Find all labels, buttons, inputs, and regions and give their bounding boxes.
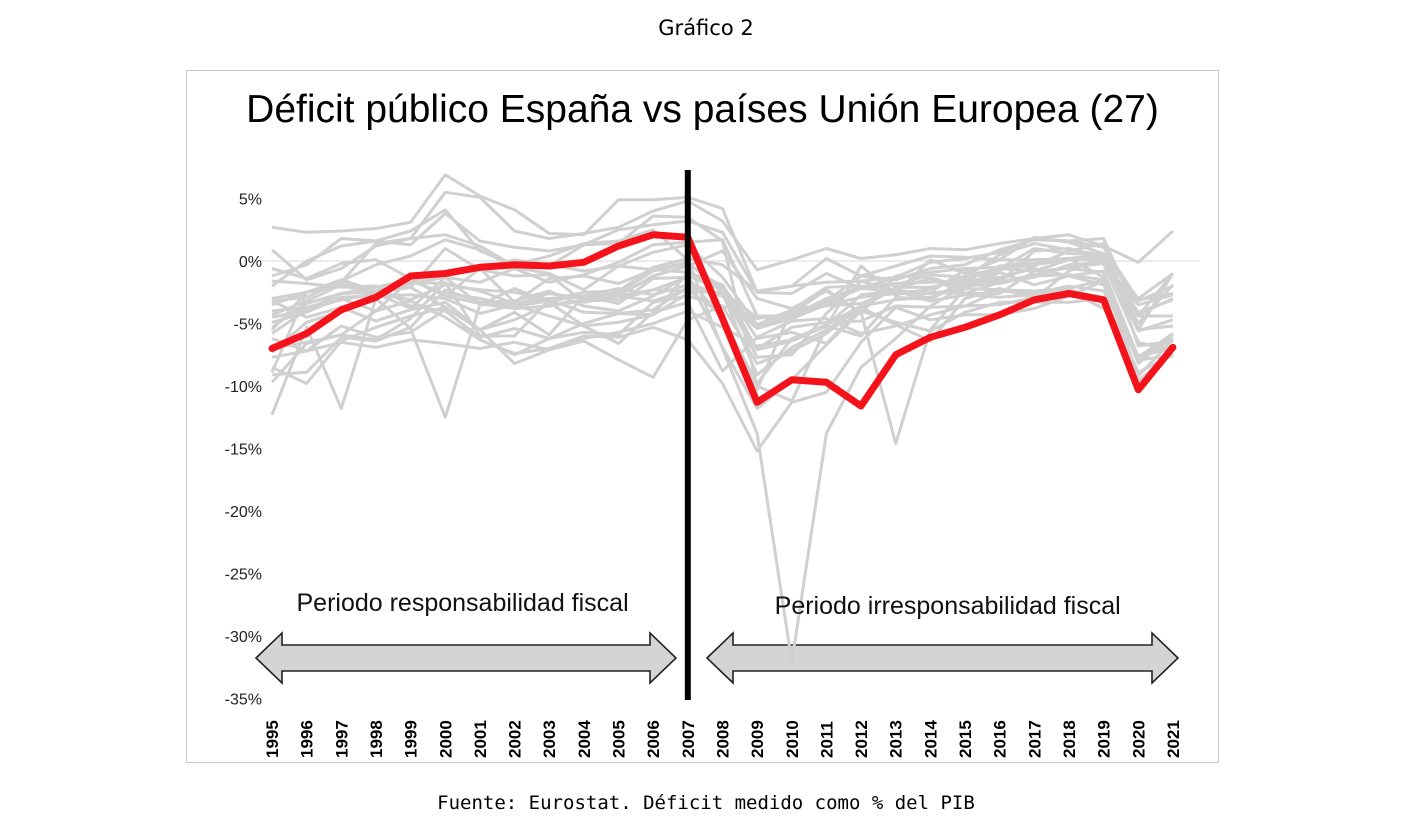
x-tick-label: 2018: [1060, 720, 1079, 758]
period-annotation: Periodo responsabilidad fiscal: [296, 589, 628, 617]
y-axis-ticks: 5% 0% -5% -10% -15% -20% -25% -30% -35%: [225, 192, 262, 709]
eu-country-line: [271, 173, 1174, 300]
x-tick-label: 2003: [540, 720, 559, 758]
x-tick-label: 2006: [644, 720, 663, 758]
x-tick-label: 2011: [817, 721, 836, 758]
x-tick-label: 2005: [610, 720, 629, 758]
x-tick-label: 1995: [263, 720, 282, 758]
x-tick-label: 2012: [852, 720, 871, 758]
x-tick-label: 2015: [956, 720, 975, 758]
x-tick-label: 2010: [783, 720, 802, 758]
eu-country-line: [271, 238, 1174, 327]
chart-title: Déficit público España vs países Unión E…: [246, 88, 1159, 131]
x-tick-label: 1998: [367, 720, 386, 758]
y-tick-label: -30%: [225, 629, 262, 646]
x-axis-ticks: 1995 1996 1997 1998 1999 2000 2001 2002 2003 2004…: [263, 720, 1183, 758]
x-tick-label: 2001: [471, 720, 490, 758]
x-tick-label: 2021: [1164, 720, 1183, 758]
x-tick-label: 2009: [748, 720, 767, 758]
x-tick-label: 2008: [713, 720, 732, 758]
x-tick-label: 2016: [991, 720, 1010, 758]
eu-country-line: [271, 237, 1174, 335]
spain-line: [268, 231, 1177, 410]
eu-country-line: [271, 279, 1174, 453]
x-tick-label: 2014: [921, 720, 940, 758]
x-tick-label: 2000: [436, 720, 455, 758]
y-tick-label: -25%: [225, 567, 262, 584]
y-tick-label: 0%: [239, 254, 262, 271]
period-annotations: Periodo responsabilidad fiscal Periodo ir…: [296, 589, 1120, 620]
eu-country-line: [271, 255, 1174, 345]
chart-frame: [186, 70, 1219, 763]
series-lines: [268, 173, 1177, 664]
x-tick-label: 2004: [575, 720, 594, 758]
x-tick-label: 2002: [506, 720, 525, 758]
arrow-irresponsible-period: [705, 631, 1180, 685]
x-tick-label: 2019: [1095, 720, 1114, 758]
period-arrows: [254, 631, 1180, 685]
arrow-responsible-period: [254, 631, 678, 685]
x-tick-label: 1996: [298, 720, 317, 758]
y-tick-label: -35%: [225, 692, 262, 709]
x-tick-label: 2017: [1025, 720, 1044, 758]
source-note: Fuente: Eurostat. Déficit medido como % …: [437, 792, 975, 814]
x-tick-label: 2020: [1129, 720, 1148, 758]
x-tick-label: 2007: [679, 720, 698, 758]
y-tick-label: -15%: [225, 442, 262, 459]
x-tick-label: 2013: [887, 720, 906, 758]
x-tick-label: 1997: [332, 720, 351, 758]
eu-country-line: [271, 260, 1174, 330]
period-annotation: Periodo irresponsabilidad fiscal: [775, 592, 1121, 620]
y-tick-label: -5%: [234, 317, 262, 334]
eu-country-line: [271, 275, 1174, 373]
eu-country-line: [271, 190, 1174, 282]
y-tick-label: 5%: [239, 192, 262, 209]
figure-label: Gráfico 2: [658, 16, 754, 40]
y-tick-label: -10%: [225, 379, 262, 396]
x-tick-label: 1999: [402, 720, 421, 758]
y-tick-label: -20%: [225, 504, 262, 521]
